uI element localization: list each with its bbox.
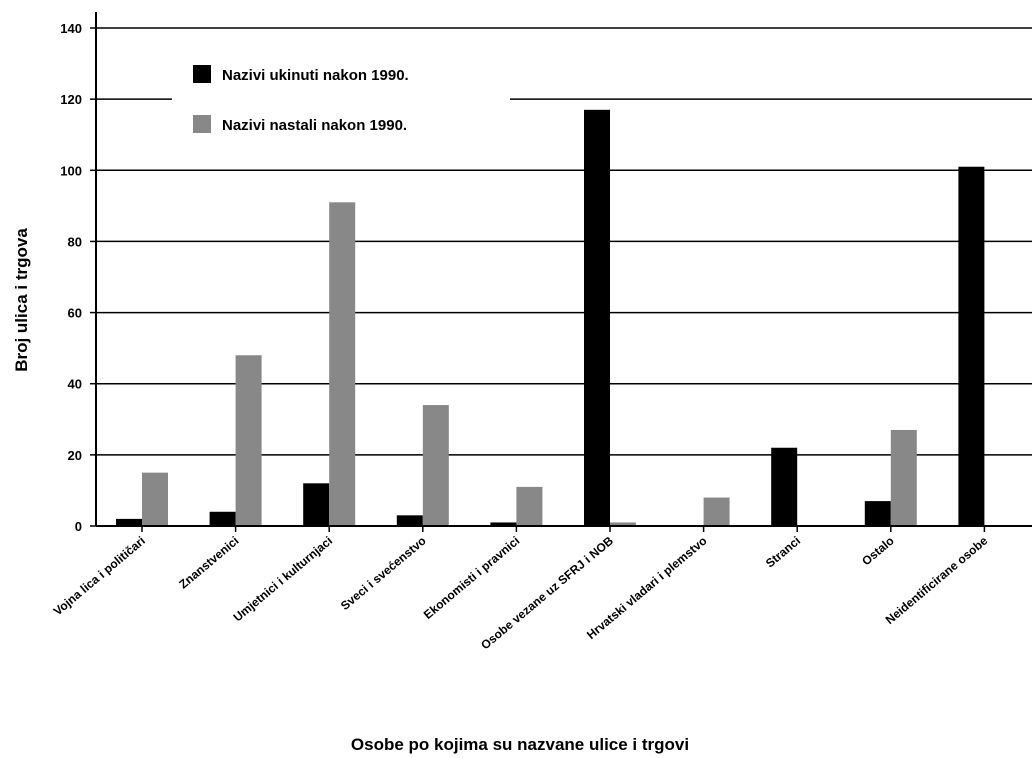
- bar-created: [422, 405, 449, 526]
- bar-removed: [490, 522, 517, 526]
- y-tick-label: 20: [68, 448, 82, 463]
- x-tick-label: Umjetnici i kulturnjaci: [231, 534, 336, 625]
- legend: Nazivi ukinuti nakon 1990. Nazivi nastal…: [172, 50, 510, 160]
- bar-removed: [584, 109, 610, 527]
- y-tick-label: 60: [68, 306, 82, 321]
- legend-label-removed: Nazivi ukinuti nakon 1990.: [222, 67, 409, 84]
- bar-created: [610, 522, 636, 526]
- x-tick-label: Vojna lica i političari: [51, 534, 148, 619]
- x-tick-label: Stranci: [763, 534, 803, 571]
- bar-removed: [958, 166, 985, 526]
- bars: [116, 109, 985, 527]
- x-tick-label: Neidentificirane osobe: [883, 533, 991, 627]
- legend-swatch-created: [193, 115, 211, 133]
- x-tick-label: Ostalo: [859, 534, 897, 569]
- y-tick-label: 140: [60, 21, 82, 36]
- bar-removed: [209, 511, 236, 526]
- y-tick-label: 100: [60, 163, 82, 178]
- y-tick-label: 80: [68, 234, 82, 249]
- y-axis-title: Broj ulica i trgova: [12, 228, 31, 372]
- bar-removed: [116, 518, 142, 526]
- x-axis-categories: Vojna lica i političari ZnanstveniciUmjet…: [51, 526, 991, 652]
- legend-label-created: Nazivi nastali nakon 1990.: [222, 117, 407, 134]
- bar-removed: [303, 483, 330, 526]
- x-axis-title: Osobe po kojima su nazvane ulice i trgov…: [351, 735, 689, 754]
- x-tick-label: Znanstvenici: [176, 534, 241, 592]
- y-tick-label: 0: [75, 519, 82, 534]
- y-axis-ticks: 0 20 40 60 80 100 120 140: [60, 21, 96, 534]
- bar-created: [890, 429, 917, 526]
- bar-removed: [864, 501, 891, 526]
- y-tick-label: 120: [60, 92, 82, 107]
- x-tick-label: Ekonomisti i pravnici: [421, 534, 522, 622]
- x-tick-label: Sveci i svećenstvo: [338, 534, 429, 613]
- y-tick-label: 40: [68, 377, 82, 392]
- bar-created: [516, 486, 543, 526]
- bar-created: [235, 355, 262, 526]
- legend-box: [172, 50, 510, 160]
- legend-swatch-removed: [193, 65, 211, 83]
- bar-removed: [771, 447, 798, 526]
- bar-created: [703, 497, 730, 526]
- bar-created: [142, 472, 168, 526]
- bar-created: [329, 202, 356, 527]
- bar-removed: [396, 515, 423, 526]
